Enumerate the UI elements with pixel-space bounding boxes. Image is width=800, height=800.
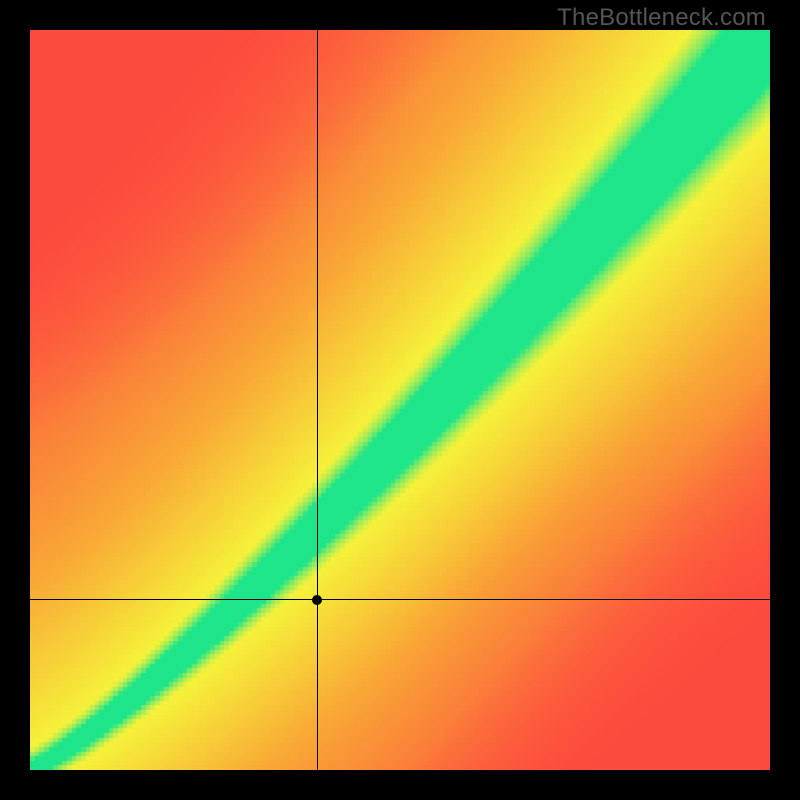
heatmap-canvas <box>30 30 770 770</box>
crosshair-horizontal <box>30 599 770 600</box>
crosshair-vertical <box>317 30 318 770</box>
heatmap-plot <box>30 30 770 770</box>
crosshair-marker <box>312 595 322 605</box>
figure-outer: TheBottleneck.com <box>0 0 800 800</box>
watermark-text: TheBottleneck.com <box>557 4 766 32</box>
